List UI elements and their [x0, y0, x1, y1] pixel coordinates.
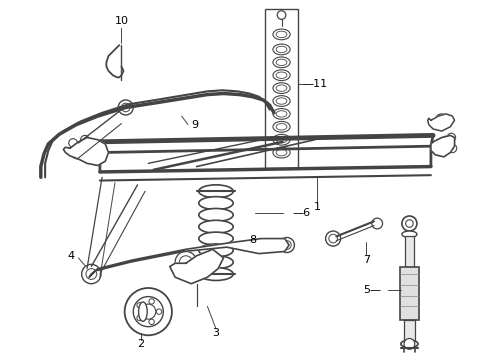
Text: —6: —6	[293, 208, 311, 218]
Polygon shape	[431, 135, 455, 157]
Circle shape	[279, 238, 294, 252]
Ellipse shape	[199, 267, 233, 280]
Bar	[266, 9, 297, 168]
Circle shape	[137, 315, 142, 321]
Ellipse shape	[273, 29, 290, 40]
Text: 3: 3	[213, 328, 220, 338]
Circle shape	[447, 133, 456, 142]
Circle shape	[74, 146, 83, 155]
Ellipse shape	[276, 98, 287, 104]
Circle shape	[283, 241, 291, 249]
Ellipse shape	[199, 208, 233, 221]
Bar	[405, 237, 414, 266]
Text: 7: 7	[363, 255, 370, 265]
Text: 4: 4	[67, 251, 74, 261]
Circle shape	[175, 252, 196, 273]
Polygon shape	[170, 249, 223, 284]
Circle shape	[179, 256, 193, 269]
Polygon shape	[428, 114, 455, 131]
Ellipse shape	[401, 340, 418, 348]
Circle shape	[193, 262, 201, 271]
Ellipse shape	[273, 83, 290, 94]
Ellipse shape	[276, 111, 287, 117]
Ellipse shape	[276, 72, 287, 78]
Text: 1: 1	[314, 202, 320, 212]
Ellipse shape	[139, 302, 147, 321]
Circle shape	[372, 218, 383, 229]
Ellipse shape	[199, 244, 233, 257]
Circle shape	[277, 11, 286, 19]
Ellipse shape	[273, 121, 290, 132]
Circle shape	[69, 139, 77, 147]
Circle shape	[439, 136, 453, 152]
Circle shape	[406, 220, 413, 227]
Ellipse shape	[199, 197, 233, 210]
Ellipse shape	[273, 96, 290, 107]
Polygon shape	[89, 239, 289, 277]
Circle shape	[329, 234, 338, 243]
Ellipse shape	[199, 220, 233, 233]
Bar	[404, 320, 415, 342]
Text: 8: 8	[249, 235, 256, 245]
Ellipse shape	[273, 70, 290, 81]
Circle shape	[439, 117, 445, 123]
Circle shape	[141, 304, 156, 319]
Circle shape	[188, 258, 205, 275]
Circle shape	[86, 269, 97, 279]
Text: 5—: 5—	[364, 285, 382, 295]
Circle shape	[448, 144, 457, 153]
Polygon shape	[63, 138, 108, 166]
Ellipse shape	[402, 231, 417, 238]
Circle shape	[70, 142, 87, 159]
Ellipse shape	[273, 147, 290, 158]
Text: 2: 2	[137, 339, 145, 349]
Ellipse shape	[273, 44, 290, 55]
Ellipse shape	[273, 134, 290, 145]
Ellipse shape	[276, 46, 287, 53]
Circle shape	[149, 299, 154, 304]
Ellipse shape	[199, 256, 233, 269]
Ellipse shape	[273, 57, 290, 68]
Text: 9: 9	[191, 120, 198, 130]
Ellipse shape	[273, 108, 290, 119]
Circle shape	[443, 141, 449, 147]
Circle shape	[404, 338, 415, 349]
Circle shape	[118, 100, 133, 115]
Circle shape	[133, 297, 163, 327]
Ellipse shape	[276, 31, 287, 37]
Ellipse shape	[276, 85, 287, 91]
Ellipse shape	[276, 59, 287, 66]
Ellipse shape	[199, 232, 233, 245]
Ellipse shape	[276, 123, 287, 130]
Circle shape	[137, 303, 142, 308]
Text: —11: —11	[302, 79, 327, 89]
Circle shape	[80, 135, 89, 144]
Circle shape	[206, 253, 219, 266]
Circle shape	[402, 216, 417, 231]
Circle shape	[325, 231, 341, 246]
Ellipse shape	[276, 136, 287, 143]
Circle shape	[122, 103, 130, 112]
Circle shape	[124, 288, 172, 335]
Ellipse shape	[199, 185, 233, 198]
Ellipse shape	[276, 149, 287, 156]
Circle shape	[435, 114, 448, 127]
Circle shape	[156, 309, 162, 314]
Circle shape	[82, 264, 101, 284]
Circle shape	[149, 319, 154, 325]
Text: 10: 10	[115, 17, 128, 27]
Bar	[400, 266, 419, 320]
